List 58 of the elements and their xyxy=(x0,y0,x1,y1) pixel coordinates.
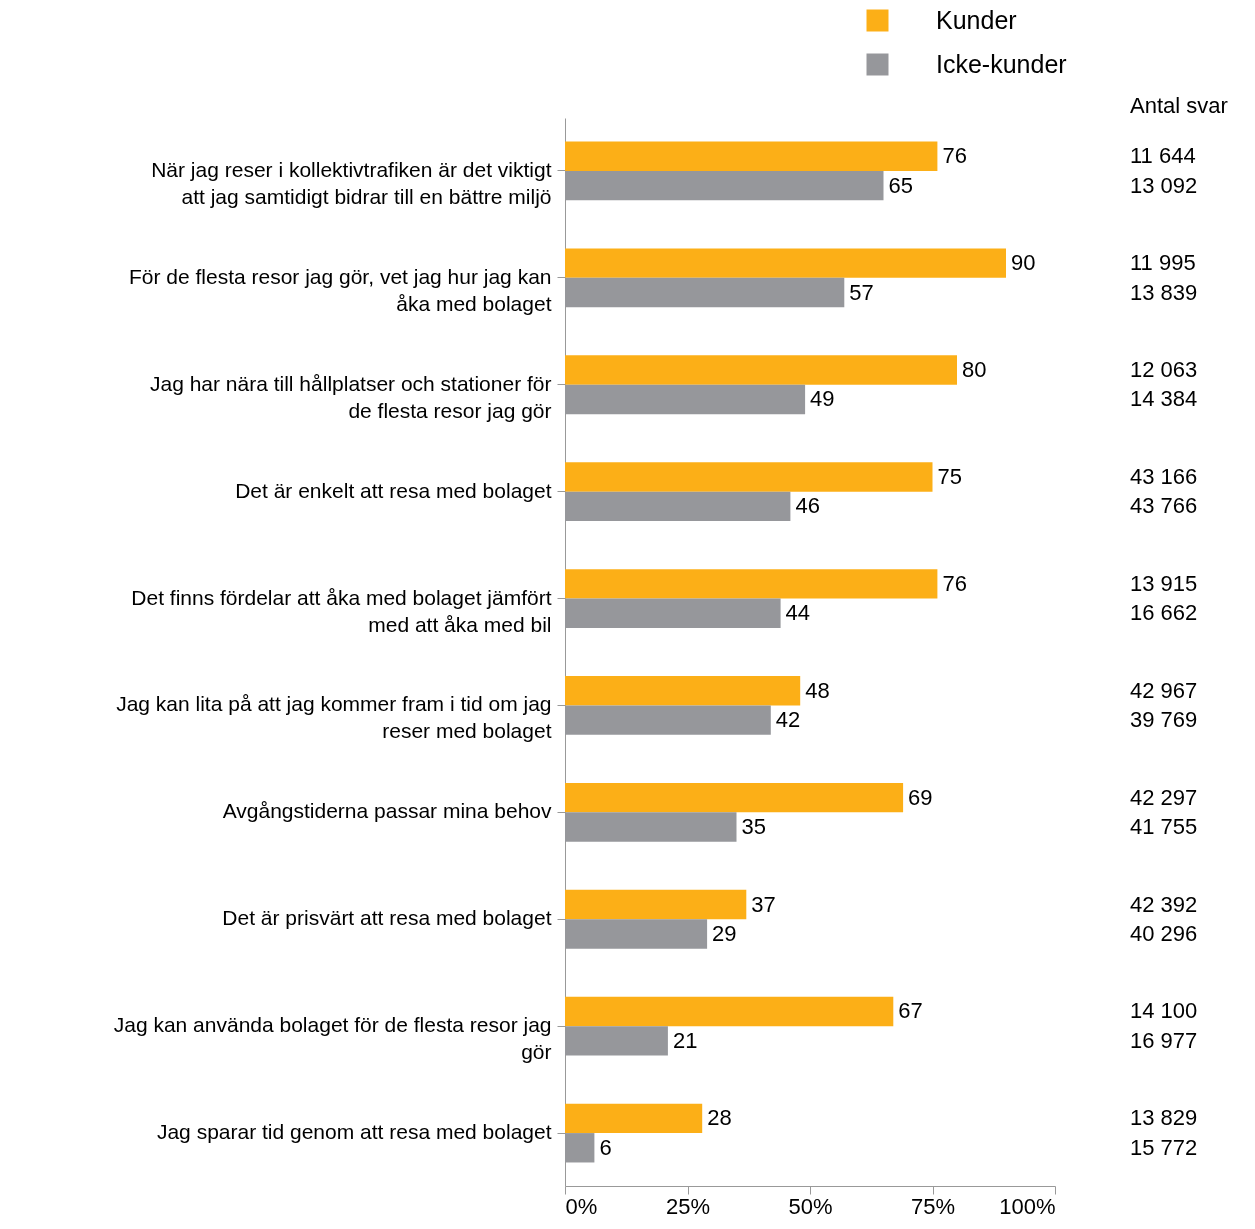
data-label: 37 xyxy=(751,891,776,917)
data-label: 42 xyxy=(775,707,801,733)
text: Antal svar xyxy=(1130,93,1228,118)
data-label: 90 xyxy=(1011,250,1036,276)
text: 13 839 xyxy=(1130,279,1198,305)
data-label: 35 xyxy=(741,814,766,840)
text: 43 166 xyxy=(1130,463,1198,489)
x-tick-label: 100% xyxy=(999,1193,1056,1219)
text: 13 915 xyxy=(1130,570,1198,596)
data-label: 29 xyxy=(712,920,737,946)
text: 16 977 xyxy=(1130,1027,1198,1053)
data-label: 57 xyxy=(849,279,874,305)
text: 42 967 xyxy=(1130,677,1198,703)
legend-label: Icke-kunder xyxy=(936,49,1067,78)
data-label: 49 xyxy=(810,386,835,412)
text: 39 769 xyxy=(1130,707,1198,733)
y-tick-label: Det är prisvärt att resa med bolaget xyxy=(222,906,552,930)
y-tick-label: Jag kan använda bolaget för de flesta resor jag gör xyxy=(113,1013,552,1064)
data-label: 65 xyxy=(888,172,913,198)
text: 11 644 xyxy=(1130,143,1196,169)
x-tick-label: 50% xyxy=(788,1193,833,1219)
text: 15 772 xyxy=(1130,1134,1198,1160)
text: 14 384 xyxy=(1130,386,1198,412)
x-tick-label: 25% xyxy=(665,1193,711,1219)
x-tick-label: 75% xyxy=(910,1193,956,1219)
data-label: 75 xyxy=(937,463,962,489)
y-tick-label: För de flesta resor jag gör, vet jag hur jag kan åka med bolaget xyxy=(128,264,552,315)
data-label: 28 xyxy=(707,1105,732,1131)
data-label: 67 xyxy=(898,998,923,1024)
text: 16 662 xyxy=(1130,600,1198,626)
data-label: 76 xyxy=(942,143,967,169)
text: 40 296 xyxy=(1130,920,1198,946)
text: 12 063 xyxy=(1130,357,1198,383)
data-label: 44 xyxy=(785,600,811,626)
data-label: 76 xyxy=(942,570,967,596)
data-label: 46 xyxy=(795,493,820,519)
data-label: 69 xyxy=(908,784,933,810)
text: 41 755 xyxy=(1130,814,1198,840)
text: 11 995 xyxy=(1130,250,1196,276)
data-label: 6 xyxy=(599,1134,612,1160)
data-label: 21 xyxy=(672,1027,698,1053)
y-tick-label: Det är enkelt att resa med bolaget xyxy=(235,478,552,502)
y-tick-label: Jag sparar tid genom att resa med bolaget xyxy=(156,1120,552,1144)
y-tick-label: Det finns fördelar att åka med bolaget jämfört med att åka med bil xyxy=(131,585,552,636)
y-tick-label: När jag reser i kollektivtrafiken är det viktigt att jag samtidigt bidrar till en bättre miljö xyxy=(151,157,552,208)
text: 42 297 xyxy=(1130,784,1198,810)
text: 14 100 xyxy=(1130,998,1198,1024)
x-tick-label: 0% xyxy=(565,1193,598,1219)
y-tick-label: Jag har nära till hållplatser och stationer för de flesta resor jag gör xyxy=(149,371,552,422)
text: 43 766 xyxy=(1130,493,1198,519)
y-tick-label: Avgångstiderna passar mina behov xyxy=(222,799,552,823)
data-label: 48 xyxy=(805,677,830,703)
text: 42 392 xyxy=(1130,891,1198,917)
text: 13 092 xyxy=(1130,172,1198,198)
y-tick-label: Jag kan lita på att jag kommer fram i tid om jag reser med bolaget xyxy=(116,692,552,743)
text: 13 829 xyxy=(1130,1105,1198,1131)
data-label: 80 xyxy=(962,357,987,383)
legend-label: Kunder xyxy=(936,5,1017,34)
